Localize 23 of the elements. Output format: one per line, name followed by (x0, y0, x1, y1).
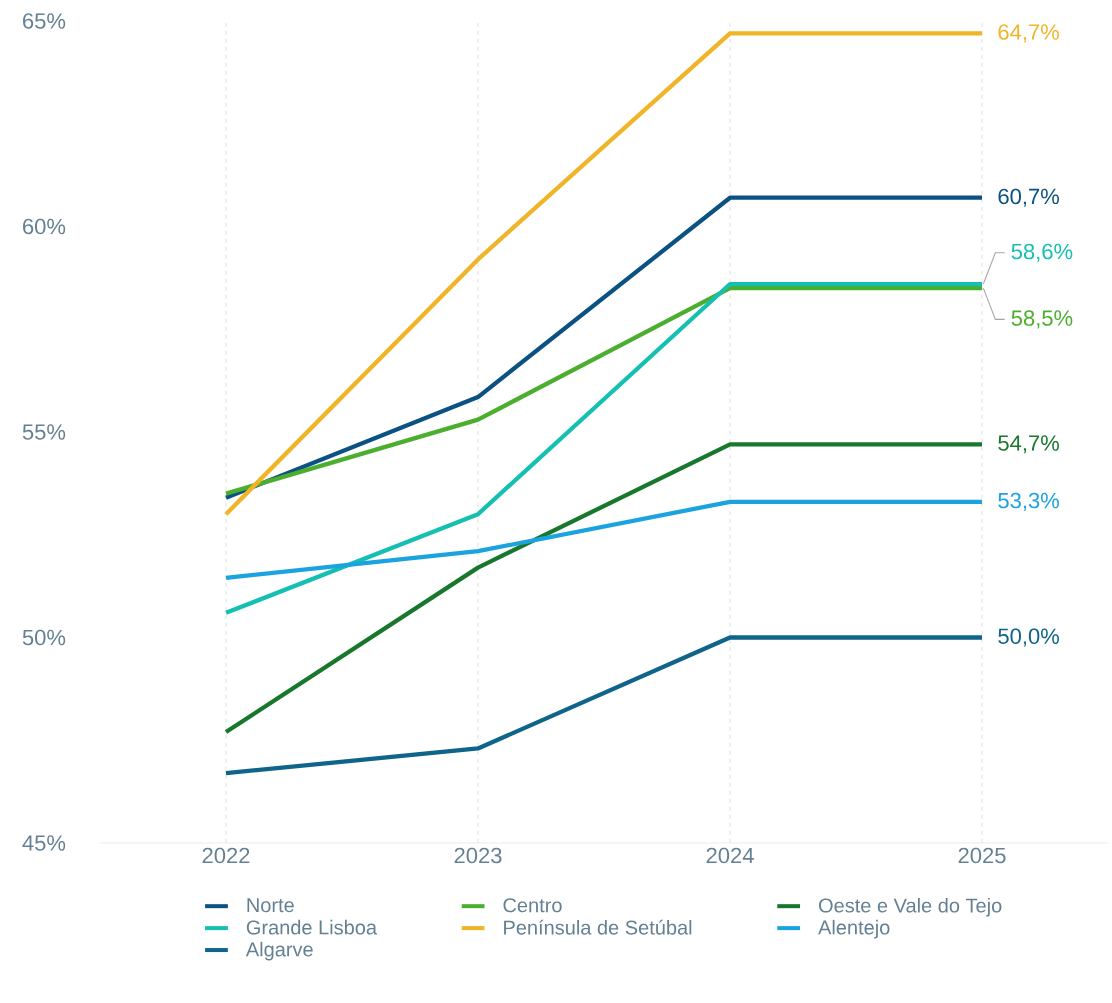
legend-label: Centro (503, 898, 562, 913)
y-tick-label: 45% (22, 835, 66, 851)
y-tick-label: 55% (22, 424, 66, 440)
data-label: 64,7% (998, 24, 1059, 43)
legend-label: Norte (247, 898, 294, 913)
data-label: 60,7% (998, 188, 1059, 207)
legend-label: Península de Setúbal (504, 919, 692, 935)
y-tick-label: 65% (23, 13, 66, 29)
x-tick-label: 2024 (706, 847, 754, 864)
legend-label: Grande Lisboa (246, 919, 378, 935)
data-label: 54,7% (998, 435, 1059, 454)
x-tick-label: 2022 (202, 847, 250, 864)
y-tick-label: 60% (23, 218, 66, 235)
legend-label: Oeste e Vale do Tejo (819, 897, 1002, 917)
legend-label: Algarve (245, 941, 313, 961)
data-label: 53,3% (998, 492, 1059, 511)
data-label: 50,0% (998, 628, 1059, 647)
x-tick-label: 2023 (454, 847, 502, 864)
data-label: 58,5% (1011, 310, 1073, 329)
y-tick-label: 50% (22, 629, 66, 646)
x-tick-label: 2025 (958, 847, 1006, 864)
legend-label: Alentejo (818, 919, 890, 939)
data-label: 58,6% (1011, 243, 1073, 262)
